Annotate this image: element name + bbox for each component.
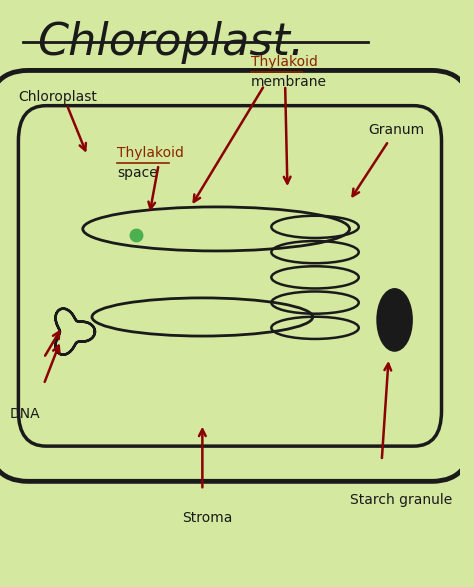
Text: Thylakoid: Thylakoid: [117, 146, 184, 160]
Text: DNA: DNA: [9, 407, 40, 421]
Text: space: space: [117, 166, 158, 180]
Ellipse shape: [377, 289, 412, 351]
Text: Starch granule: Starch granule: [349, 493, 452, 507]
Text: membrane: membrane: [251, 75, 327, 89]
Text: Stroma: Stroma: [182, 511, 232, 525]
FancyBboxPatch shape: [0, 70, 474, 481]
Text: Thylakoid: Thylakoid: [251, 55, 318, 69]
Text: Granum: Granum: [368, 123, 424, 137]
Text: Chloroplast.: Chloroplast.: [37, 21, 304, 63]
Text: Chloroplast: Chloroplast: [18, 90, 97, 104]
